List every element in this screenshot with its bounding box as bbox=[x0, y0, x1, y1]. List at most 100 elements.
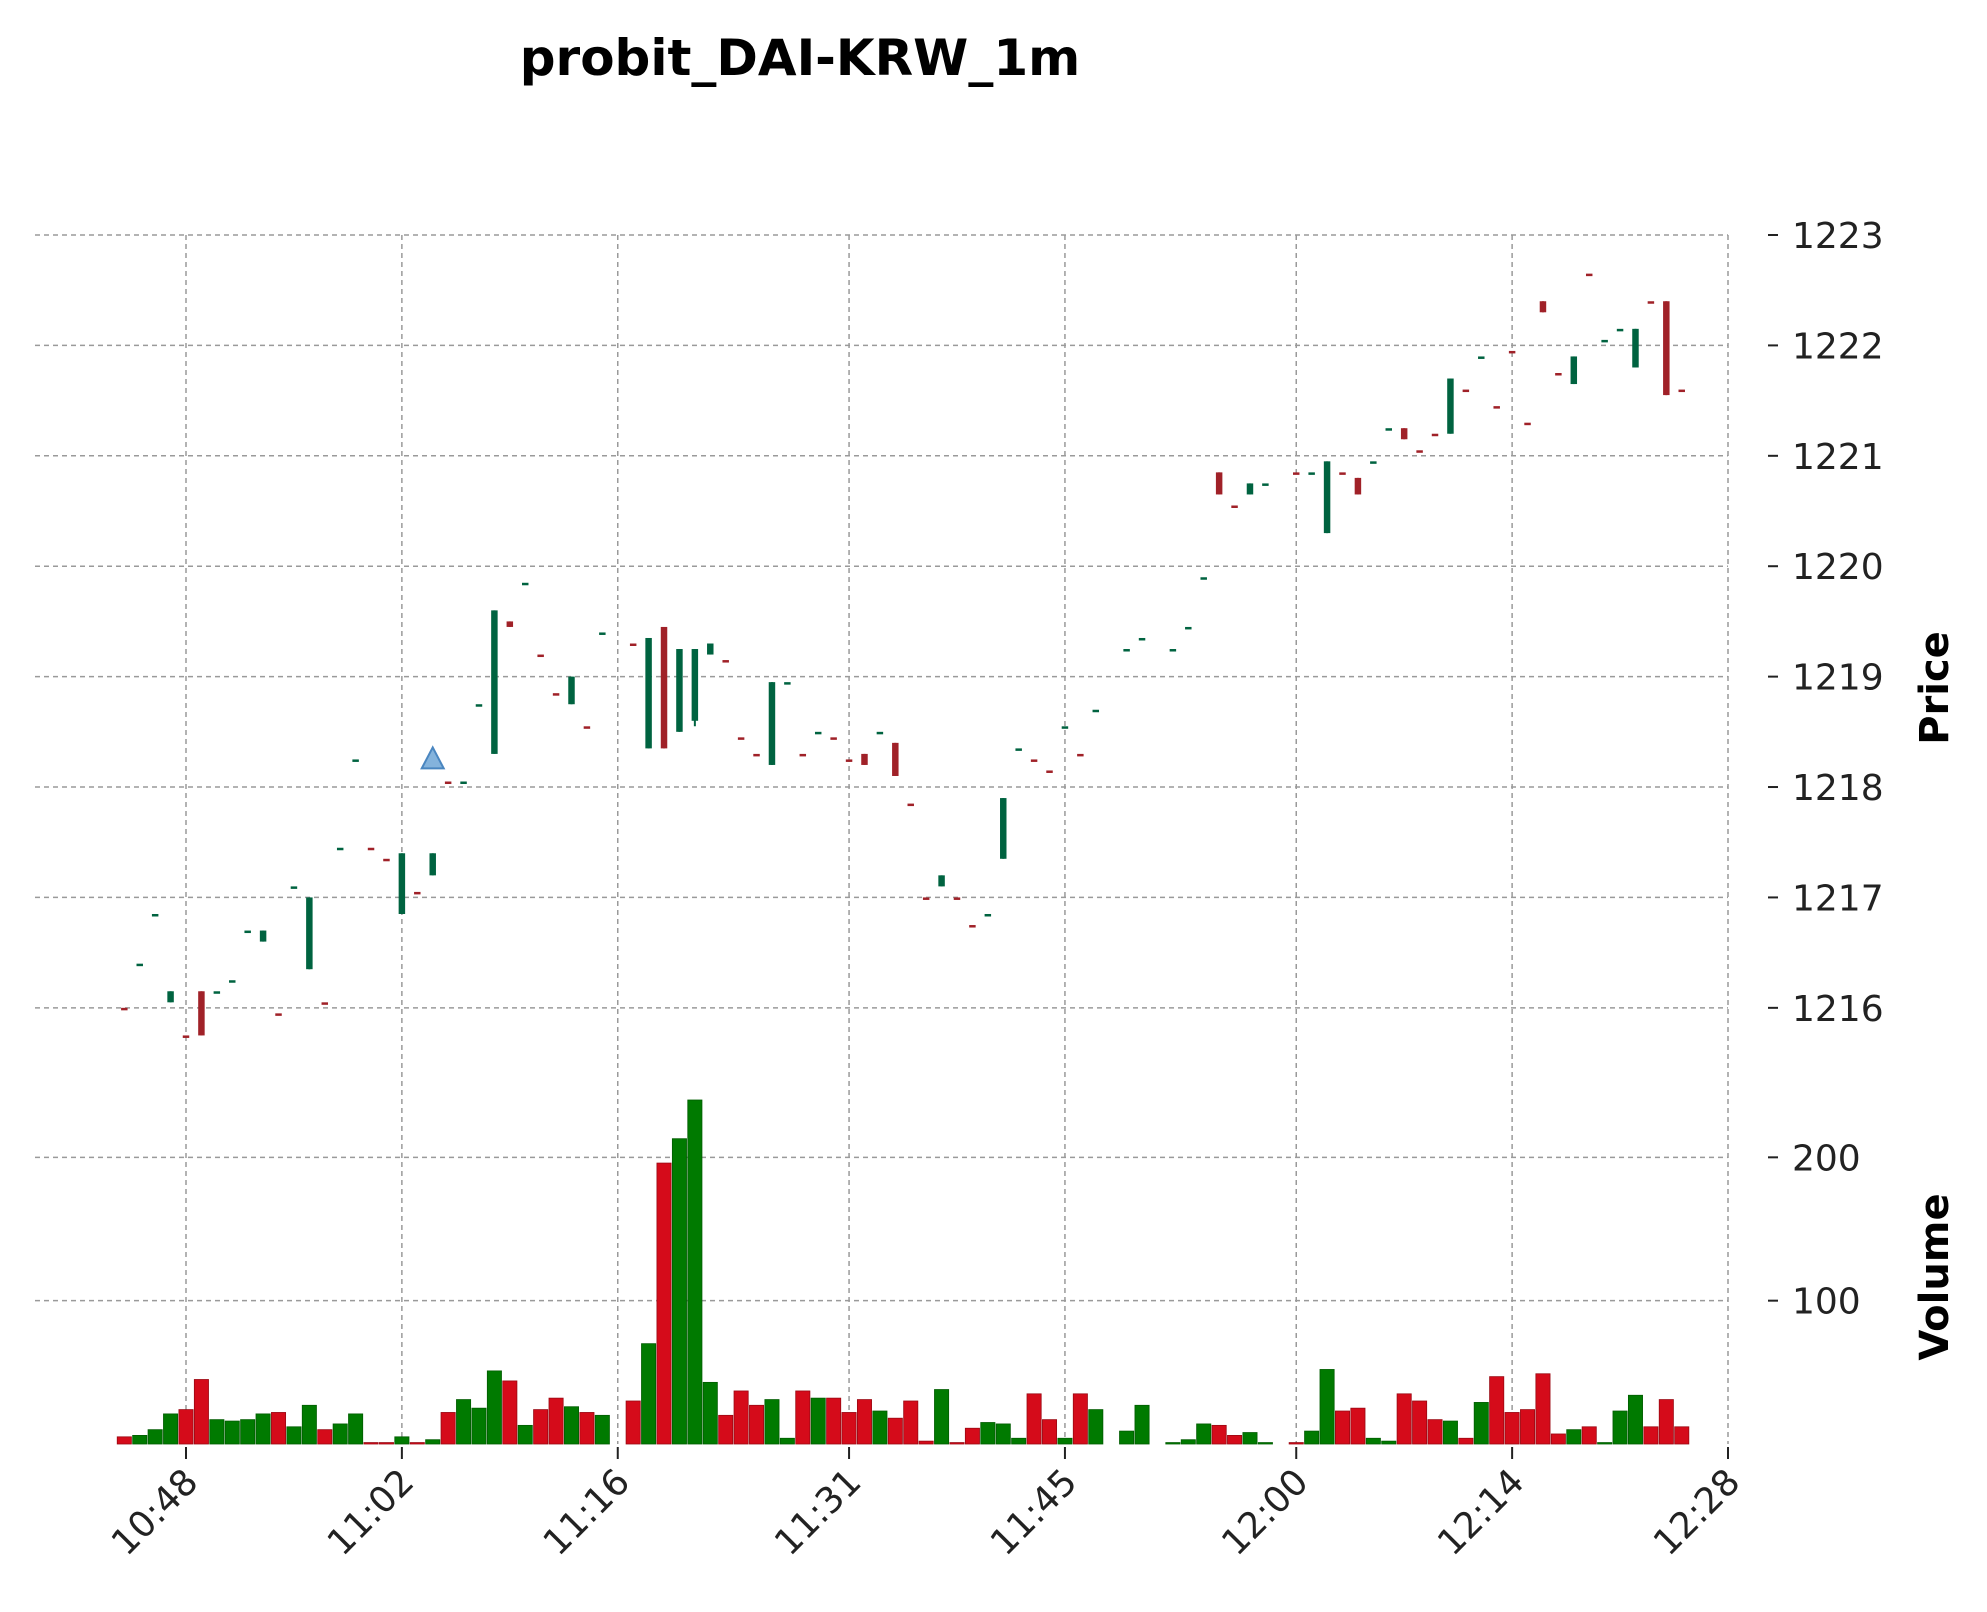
candle-body bbox=[414, 891, 421, 895]
volume-bar bbox=[471, 1407, 487, 1445]
candle-body bbox=[1555, 373, 1562, 376]
candle-body bbox=[151, 913, 159, 917]
candle-body bbox=[1585, 273, 1593, 277]
candle-body bbox=[213, 991, 221, 994]
volume-bar bbox=[1365, 1437, 1381, 1445]
volume-tick-label: 200 bbox=[1792, 1138, 1861, 1179]
candle-body bbox=[753, 753, 760, 757]
volume-bar bbox=[1627, 1394, 1643, 1445]
triangle-marker bbox=[420, 745, 446, 770]
volume-bar bbox=[1658, 1399, 1674, 1445]
grid-lines bbox=[35, 234, 1729, 1444]
candle-body bbox=[799, 753, 807, 757]
volume-bar bbox=[564, 1406, 579, 1445]
volume-bar bbox=[980, 1422, 996, 1445]
candle-body bbox=[1447, 378, 1454, 434]
price-tick-label: 1217 bbox=[1792, 878, 1884, 919]
volume-bar bbox=[301, 1404, 317, 1445]
candle-body bbox=[275, 1013, 282, 1016]
volume-bar bbox=[1211, 1424, 1227, 1445]
candle-body bbox=[506, 621, 514, 627]
volume-bar bbox=[841, 1412, 857, 1445]
candle-body bbox=[907, 803, 914, 807]
candle-body bbox=[1385, 428, 1392, 431]
volume-bar bbox=[486, 1370, 502, 1445]
volume-bar bbox=[949, 1442, 965, 1445]
x-tick-label: 11:02 bbox=[320, 1461, 422, 1563]
candle-body bbox=[892, 742, 899, 776]
candle-body bbox=[1647, 301, 1655, 304]
candle-body bbox=[491, 610, 498, 754]
price-tick-label: 1220 bbox=[1792, 547, 1884, 588]
candle-body bbox=[1138, 637, 1146, 641]
volume-bar bbox=[533, 1409, 549, 1445]
price-tick-label: 1223 bbox=[1792, 216, 1884, 257]
candle-body bbox=[737, 737, 745, 740]
candle-body bbox=[1462, 389, 1470, 393]
volume-bar bbox=[1165, 1442, 1181, 1445]
candle-body bbox=[1246, 483, 1254, 495]
volume-bar bbox=[625, 1400, 641, 1445]
candle-body bbox=[121, 1007, 128, 1011]
candle-body bbox=[1185, 626, 1192, 630]
candle-body bbox=[306, 897, 313, 970]
candle-body bbox=[814, 731, 822, 735]
volume-bar bbox=[517, 1424, 533, 1445]
candle-body bbox=[861, 753, 868, 765]
candle-body bbox=[1030, 759, 1038, 762]
candle-body bbox=[1416, 450, 1423, 453]
volume-bar bbox=[964, 1427, 980, 1445]
candle-body bbox=[1323, 461, 1331, 534]
candle-body bbox=[876, 731, 884, 735]
x-tick-label: 11:31 bbox=[767, 1461, 869, 1563]
volume-bar bbox=[1550, 1433, 1566, 1445]
volume-bar bbox=[733, 1390, 749, 1445]
candle-body bbox=[1370, 461, 1377, 464]
x-tick-label: 12:14 bbox=[1430, 1461, 1532, 1563]
candle-body bbox=[1400, 428, 1408, 440]
volume-bar bbox=[1257, 1442, 1273, 1445]
volume-bar bbox=[456, 1399, 472, 1445]
candle-body bbox=[938, 875, 945, 887]
candle-body bbox=[1092, 709, 1100, 713]
volume-bar bbox=[594, 1414, 610, 1445]
candle-body bbox=[259, 930, 267, 942]
volume-bar bbox=[1011, 1437, 1027, 1445]
volume-bar bbox=[641, 1343, 657, 1445]
candle-body bbox=[1431, 433, 1439, 437]
volume-bar bbox=[116, 1436, 132, 1445]
volume-bar bbox=[1458, 1437, 1474, 1445]
volume-bar bbox=[425, 1439, 441, 1445]
candle-body bbox=[922, 897, 930, 900]
candle-body bbox=[552, 693, 560, 696]
candle-body bbox=[583, 726, 591, 729]
candle-body bbox=[1632, 328, 1639, 368]
candle-body bbox=[1215, 472, 1223, 495]
x-tick-label: 12:00 bbox=[1214, 1461, 1316, 1563]
volume-bar bbox=[1134, 1404, 1150, 1445]
volume-bar bbox=[1581, 1426, 1597, 1445]
candle-body bbox=[1231, 505, 1238, 508]
volume-bar bbox=[378, 1442, 394, 1445]
candle-body bbox=[1616, 328, 1624, 332]
volume-bar bbox=[810, 1397, 826, 1445]
candle-body bbox=[1524, 422, 1531, 426]
volume-bar bbox=[1304, 1430, 1320, 1445]
candle-body bbox=[1077, 753, 1084, 757]
volume-bar bbox=[826, 1397, 842, 1445]
axes: 10:48 11:02 11:16 11:31 11:45 12:00 12:14 12:28… bbox=[104, 216, 1884, 1564]
volume-bar bbox=[918, 1440, 934, 1445]
volume-bar bbox=[1612, 1410, 1628, 1445]
candle-body bbox=[522, 582, 529, 586]
candle-body bbox=[182, 1035, 190, 1038]
candle-body bbox=[383, 858, 390, 862]
candle-body bbox=[367, 847, 375, 851]
candle-body bbox=[1169, 649, 1177, 652]
volume-bar bbox=[240, 1419, 256, 1445]
volume-bar bbox=[1335, 1410, 1350, 1445]
candle-body bbox=[475, 704, 483, 707]
volume-bar bbox=[856, 1399, 872, 1445]
volume-bar bbox=[1504, 1412, 1520, 1445]
volume-bar bbox=[209, 1419, 225, 1445]
candle-body bbox=[1478, 356, 1485, 359]
